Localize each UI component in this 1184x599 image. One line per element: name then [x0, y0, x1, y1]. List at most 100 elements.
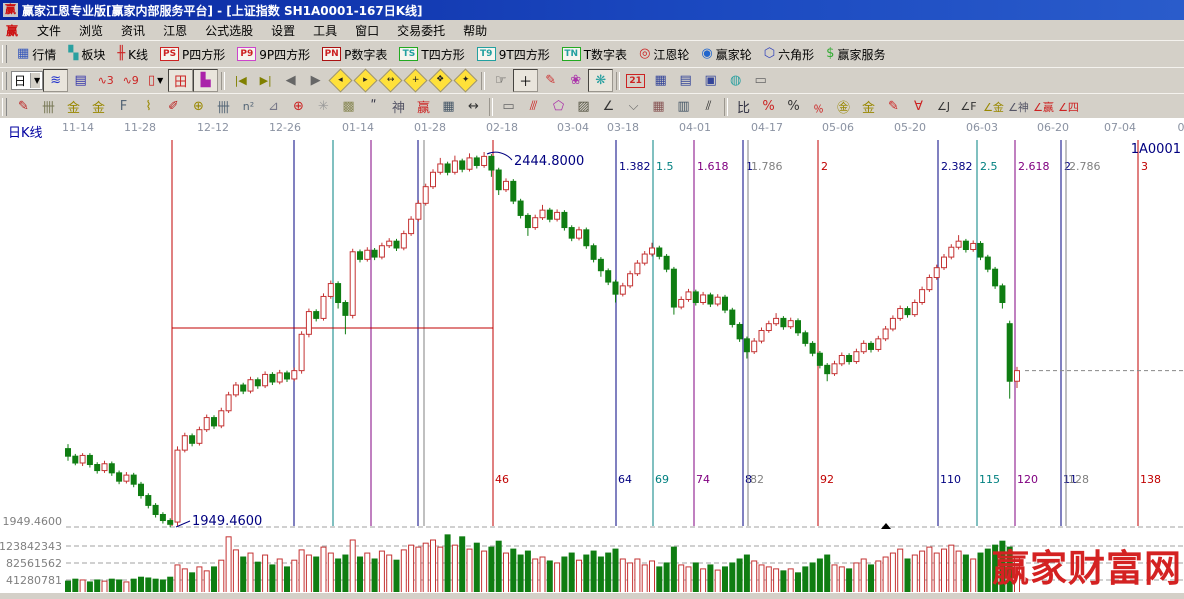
- web-settings-icon[interactable]: ◍: [723, 69, 748, 92]
- menu-item-6[interactable]: 工具: [313, 23, 338, 38]
- hand-tool-icon[interactable]: ☞: [488, 69, 513, 92]
- red-grid-icon[interactable]: ▦: [646, 95, 671, 118]
- zoom-in-icon[interactable]: +: [403, 68, 428, 93]
- p-number-table-button[interactable]: PN P数字表: [316, 43, 393, 66]
- rect-tool-icon[interactable]: ▭: [496, 95, 521, 118]
- parallel-lines-icon[interactable]: ⫽: [696, 95, 721, 118]
- wave3-icon[interactable]: ∿3: [93, 69, 118, 92]
- kline-button[interactable]: ╫ K线: [111, 43, 154, 66]
- brush-tool-icon[interactable]: ✐: [161, 95, 186, 118]
- p-square-button[interactable]: PS P四方形: [154, 43, 231, 66]
- gann-ruler-icon[interactable]: 卌: [36, 95, 61, 118]
- chart-area[interactable]: 461.382641.5691.61874181.786822922.38211…: [0, 138, 1184, 592]
- pen-bars-icon[interactable]: ✎: [881, 95, 906, 118]
- grid123-icon[interactable]: ▦: [436, 95, 461, 118]
- p9-square-button[interactable]: P9 9P四方形: [231, 43, 316, 66]
- t-number-table-button[interactable]: TN T数字表: [556, 43, 633, 66]
- target-circle-icon[interactable]: ⊕: [286, 95, 311, 118]
- ying-tool-icon[interactable]: 赢: [411, 95, 436, 118]
- save-icon[interactable]: ▣: [698, 69, 723, 92]
- wave9-icon[interactable]: ∿9: [118, 69, 143, 92]
- zoom-full-icon[interactable]: ✦: [453, 68, 478, 93]
- quote-mark-icon[interactable]: ʺ: [361, 95, 386, 118]
- v-line-icon[interactable]: ⌵: [621, 95, 646, 118]
- percent-line-icon[interactable]: ﹪: [806, 95, 831, 118]
- menu-item-7[interactable]: 窗口: [355, 23, 380, 38]
- trend-curve-icon[interactable]: ≋: [43, 69, 69, 92]
- kline-chart[interactable]: 461.382641.5691.61874181.786822922.38211…: [0, 138, 1184, 592]
- toolbar-grip[interactable]: [2, 97, 7, 116]
- percent-red-icon[interactable]: %: [756, 95, 781, 118]
- chevron-down-icon[interactable]: ▼: [157, 76, 164, 85]
- pattern-grid-icon[interactable]: 田: [168, 69, 194, 92]
- angle-f-icon[interactable]: ∠F: [956, 95, 981, 118]
- hatch-box-icon[interactable]: ▨: [571, 95, 596, 118]
- span-arrow-icon[interactable]: ↔: [461, 95, 486, 118]
- info-panel-icon[interactable]: ▤: [68, 69, 93, 92]
- next-icon[interactable]: ▶: [303, 69, 328, 92]
- hexagon-button[interactable]: ⬡ 六角形: [758, 43, 820, 66]
- gold-ruler-icon[interactable]: 金: [61, 95, 86, 118]
- prev-icon[interactable]: ◀: [278, 69, 303, 92]
- gold-circle-icon[interactable]: ㊎: [831, 95, 856, 118]
- tick-ruler-icon[interactable]: 卌: [211, 95, 236, 118]
- angle-gold-icon[interactable]: ∠金: [981, 95, 1006, 118]
- quotes-button[interactable]: ▦ 行情: [11, 43, 62, 66]
- a-wave-icon[interactable]: ∀: [906, 95, 931, 118]
- pentagon-tool-icon[interactable]: ⬠: [546, 95, 571, 118]
- menu-item-2[interactable]: 资讯: [121, 23, 146, 38]
- calendar-icon[interactable]: 21: [623, 69, 648, 92]
- gann-circle-icon[interactable]: ⊕: [186, 95, 211, 118]
- shen-tool-icon[interactable]: 神: [386, 95, 411, 118]
- pencil-tool-icon[interactable]: ✎: [11, 95, 36, 118]
- last-page-icon[interactable]: ▶|: [253, 69, 278, 92]
- first-page-icon[interactable]: |◀: [228, 69, 253, 92]
- winner-wheel-button[interactable]: ◉ 赢家轮: [695, 43, 757, 66]
- calculator-icon[interactable]: ▦: [648, 69, 673, 92]
- spiral-tool-icon[interactable]: ⌇: [136, 95, 161, 118]
- sectors-button[interactable]: ▚ 板块: [62, 43, 111, 66]
- t9-square-button[interactable]: T9 9T四方形: [471, 43, 556, 66]
- angle-ying-icon[interactable]: ∠赢: [1031, 95, 1056, 118]
- menu-item-4[interactable]: 公式选股: [205, 23, 254, 38]
- menu-item-3[interactable]: 江恩: [163, 23, 188, 38]
- crosshair-tool-icon[interactable]: ＋: [513, 69, 539, 92]
- menu-item-8[interactable]: 交易委托: [397, 23, 446, 38]
- square-spiral-icon[interactable]: ▩: [336, 95, 361, 118]
- period-selector[interactable]: 日 ▼: [11, 71, 44, 90]
- dense-grid-icon[interactable]: ▥: [671, 95, 696, 118]
- notepad-icon[interactable]: ▤: [673, 69, 698, 92]
- winner-service-button[interactable]: $ 赢家服务: [820, 43, 891, 66]
- menu-item-5[interactable]: 设置: [271, 23, 296, 38]
- menu-item-9[interactable]: 帮助: [463, 23, 488, 38]
- gann-wheel-button[interactable]: ◎ 江恩轮: [633, 43, 695, 66]
- flower-tool-icon[interactable]: ❀: [563, 69, 588, 92]
- zoom-left-icon[interactable]: ◂: [328, 68, 353, 93]
- chevron-down-icon[interactable]: ▼: [30, 73, 41, 88]
- angle-ruler-icon[interactable]: ⊿: [261, 95, 286, 118]
- erase-line-icon[interactable]: ✎: [538, 69, 563, 92]
- angle-j-icon[interactable]: ∠J: [931, 95, 956, 118]
- zoom-h-icon[interactable]: ↔: [378, 68, 403, 93]
- fan-lines-icon[interactable]: ⫻: [521, 95, 546, 118]
- menu-item-1[interactable]: 浏览: [79, 23, 104, 38]
- gold-lines-icon[interactable]: 金: [856, 95, 881, 118]
- angle-si-icon[interactable]: ∠四: [1056, 95, 1081, 118]
- gold-ruler2-icon[interactable]: 金: [86, 95, 111, 118]
- color-chart-icon[interactable]: ▙: [193, 69, 219, 92]
- zoom-right-icon[interactable]: ▸: [353, 68, 378, 93]
- toolbar-grip[interactable]: [2, 45, 7, 63]
- ratio-tool-icon[interactable]: 比: [731, 95, 756, 118]
- t-square-button[interactable]: TS T四方形: [393, 43, 470, 66]
- angle-shen-icon[interactable]: ∠神: [1006, 95, 1031, 118]
- candle-style-dropdown[interactable]: ▯ ▼: [143, 69, 168, 92]
- f-ruler-icon[interactable]: F: [111, 95, 136, 118]
- menu-item-0[interactable]: 文件: [37, 23, 62, 38]
- percent-icon[interactable]: %: [781, 95, 806, 118]
- toolbar-grip[interactable]: [2, 71, 7, 90]
- brain-tool-icon[interactable]: ❋: [588, 69, 614, 92]
- angle-line-icon[interactable]: ∠: [596, 95, 621, 118]
- zoom-all-icon[interactable]: ❖: [428, 68, 453, 93]
- star-wheel-icon[interactable]: ✳: [311, 95, 336, 118]
- print-icon[interactable]: ▭: [748, 69, 773, 92]
